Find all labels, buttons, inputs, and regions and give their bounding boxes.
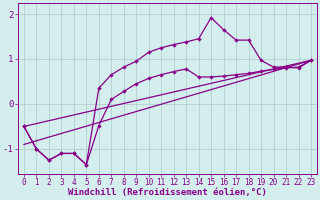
X-axis label: Windchill (Refroidissement éolien,°C): Windchill (Refroidissement éolien,°C) [68,188,267,197]
